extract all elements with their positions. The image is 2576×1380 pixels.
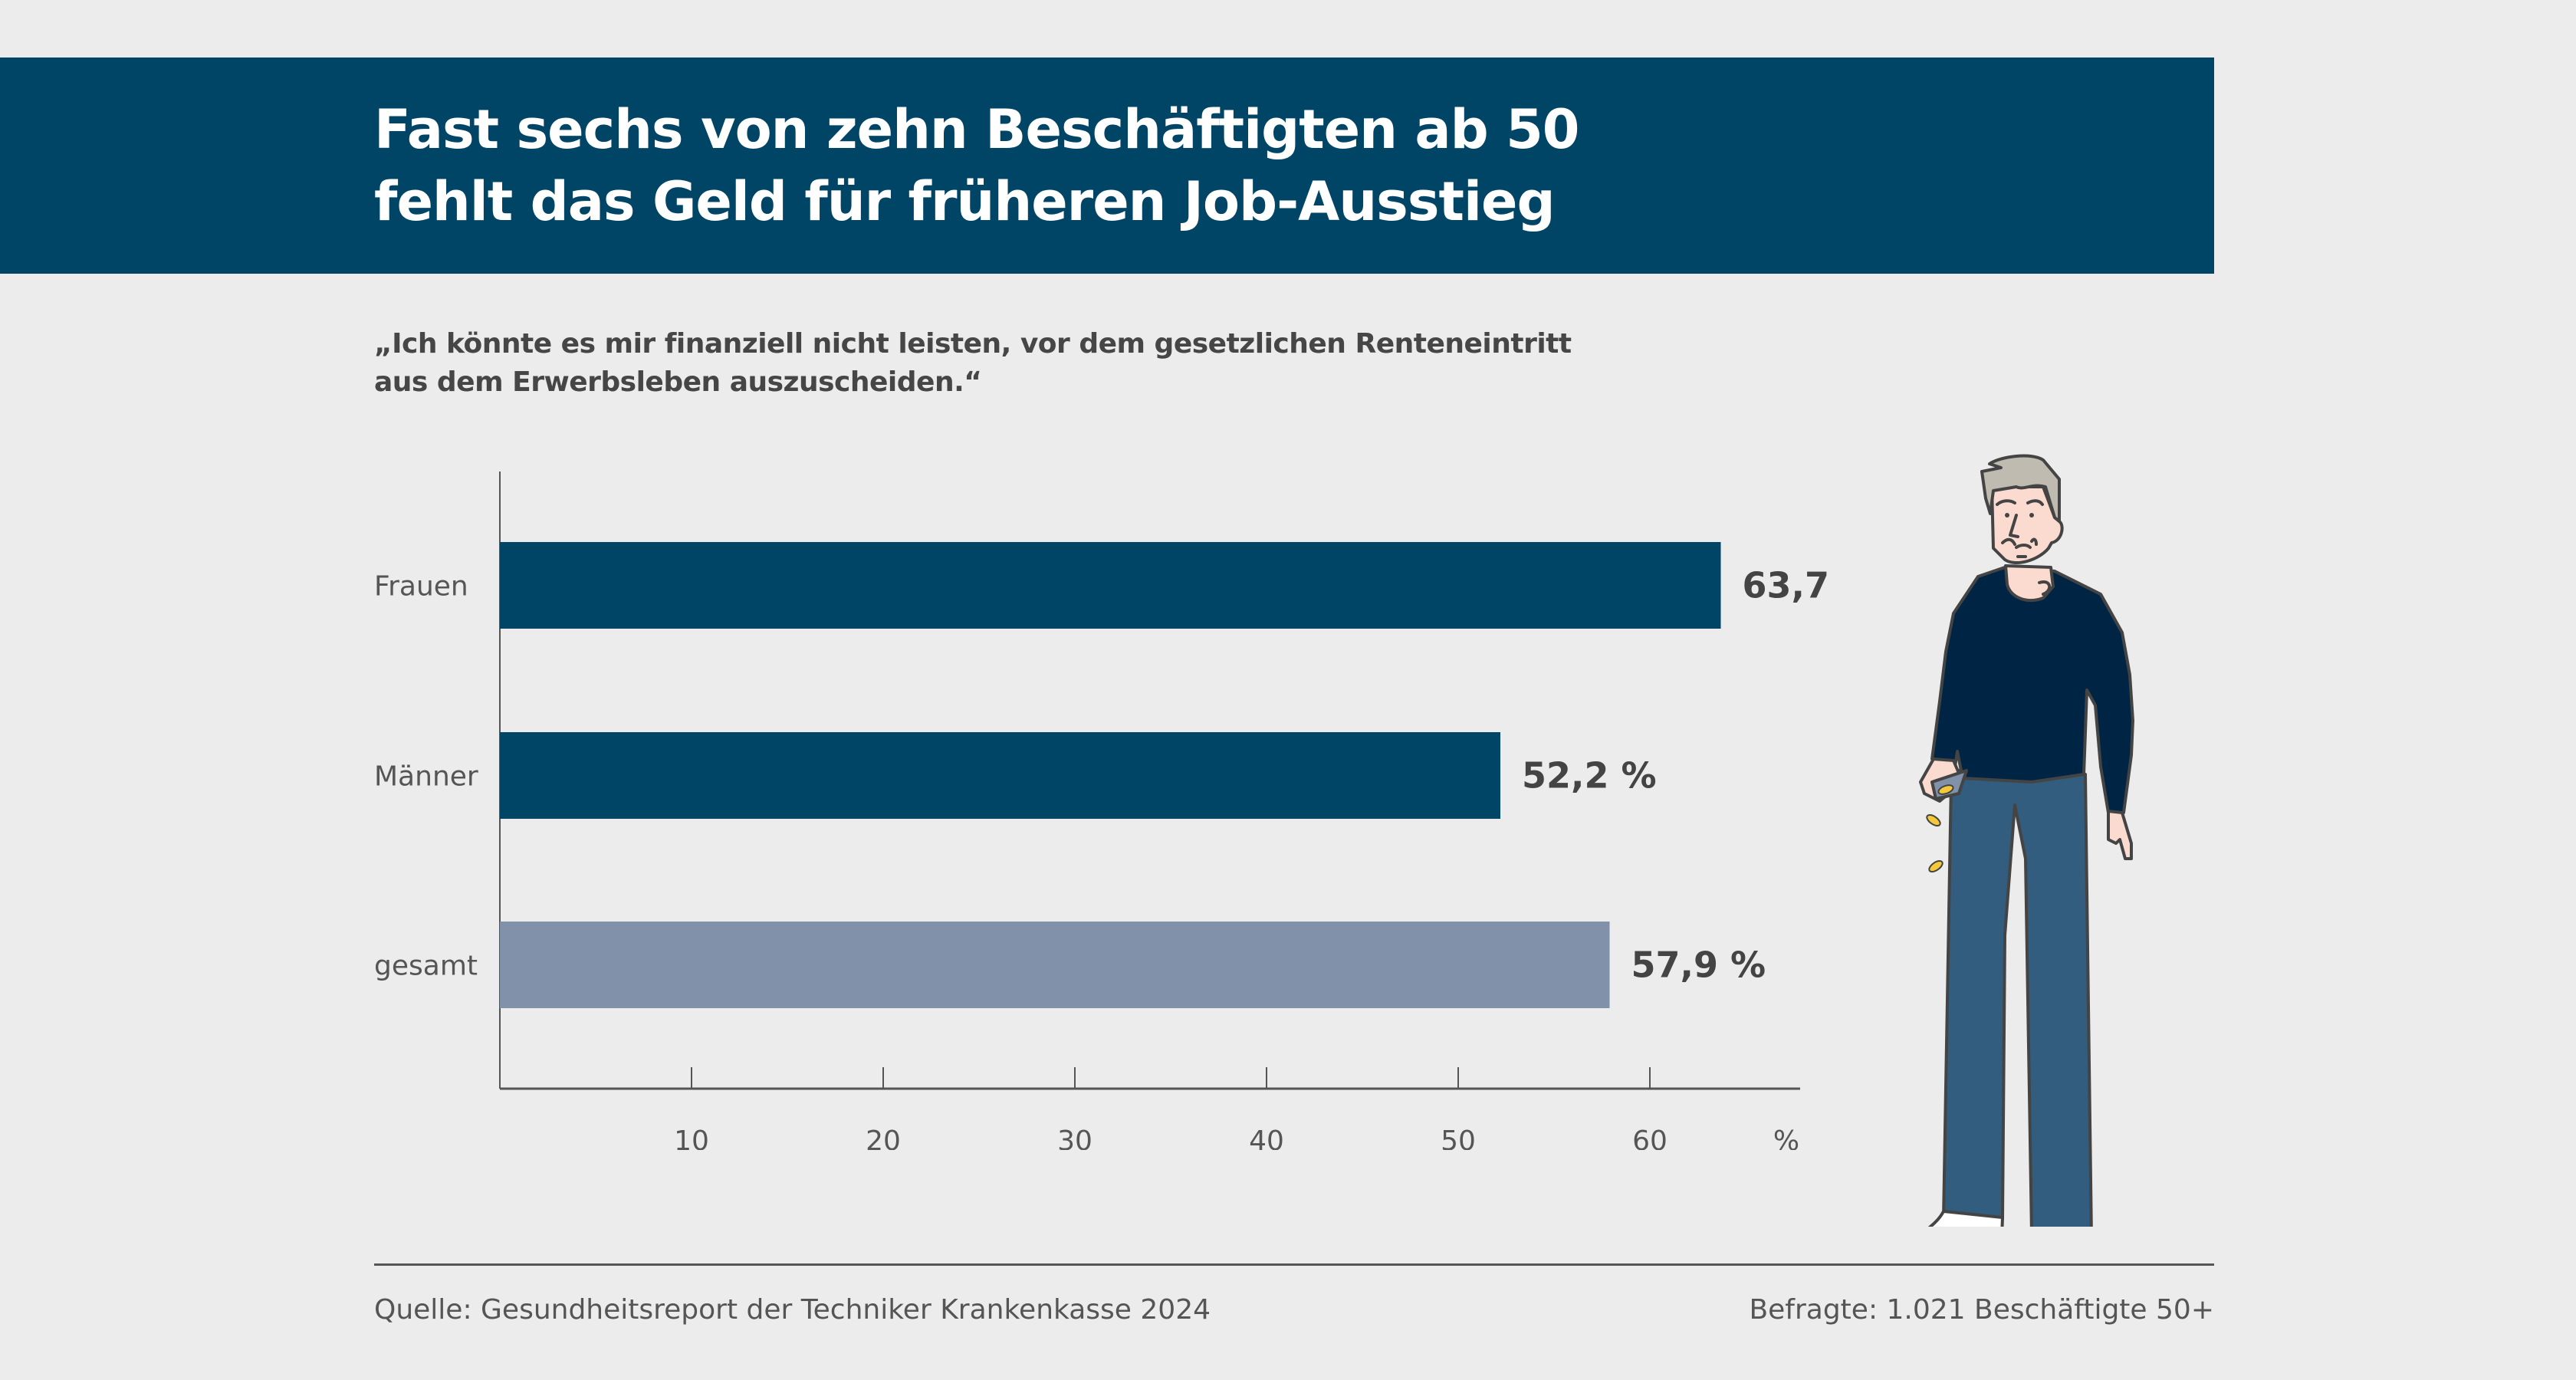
sweater [1930, 566, 2134, 814]
hair [1980, 454, 2061, 523]
coin-icon [1928, 859, 1944, 873]
x-tick-label: 60 [1632, 1125, 1668, 1150]
title-line-2: fehlt das Geld für früheren Job-Ausstieg [374, 170, 1556, 233]
x-unit-label: % [1773, 1125, 1799, 1150]
x-tick-label: 30 [1057, 1125, 1092, 1150]
x-tick-label: 10 [674, 1125, 709, 1150]
x-tick-label: 20 [866, 1125, 901, 1150]
bar-chart: 10 20 30 40 50 60% Frauen 63,7 % Männer 52,2 % ges… [374, 472, 1841, 1150]
bar-gesamt [500, 922, 1610, 1008]
category-label: gesamt [374, 951, 478, 982]
source-note: Quelle: Gesundheitsreport der Techniker … [374, 1294, 1211, 1326]
category-label: Männer [374, 761, 478, 793]
x-tick-label: 40 [1249, 1125, 1284, 1150]
value-label: 52,2 % [1522, 755, 1657, 797]
page-title: Fast sechs von zehn Beschäftigten ab 50 … [374, 94, 1579, 238]
man-with-empty-wallet-illustration [1919, 454, 2134, 1227]
x-tick-label: 50 [1441, 1125, 1476, 1150]
respondents-note: Befragte: 1.021 Beschäftigte 50+ [1749, 1294, 2214, 1326]
category-label: Frauen [374, 571, 468, 603]
coin-icon [1937, 784, 1954, 795]
left-shoe [1927, 1210, 2004, 1227]
right-hand [2107, 810, 2133, 860]
subtitle-line-2: aus dem Erwerbsleben auszuscheiden.“ [374, 366, 982, 398]
title-line-1: Fast sechs von zehn Beschäftigten ab 50 [374, 98, 1579, 161]
header-band [0, 58, 2214, 274]
bar-männer [500, 732, 1500, 819]
pants [1942, 769, 2093, 1227]
subtitle-line-1: „Ich könnte es mir finanziell nicht leis… [374, 328, 1572, 360]
footer-divider [374, 1263, 2214, 1266]
bar-frauen [500, 542, 1721, 629]
subtitle-quote: „Ich könnte es mir finanziell nicht leis… [374, 325, 1572, 402]
value-label: 63,7 % [1743, 565, 1841, 606]
value-label: 57,9 % [1631, 945, 1766, 986]
coin-icon [1926, 813, 1941, 827]
